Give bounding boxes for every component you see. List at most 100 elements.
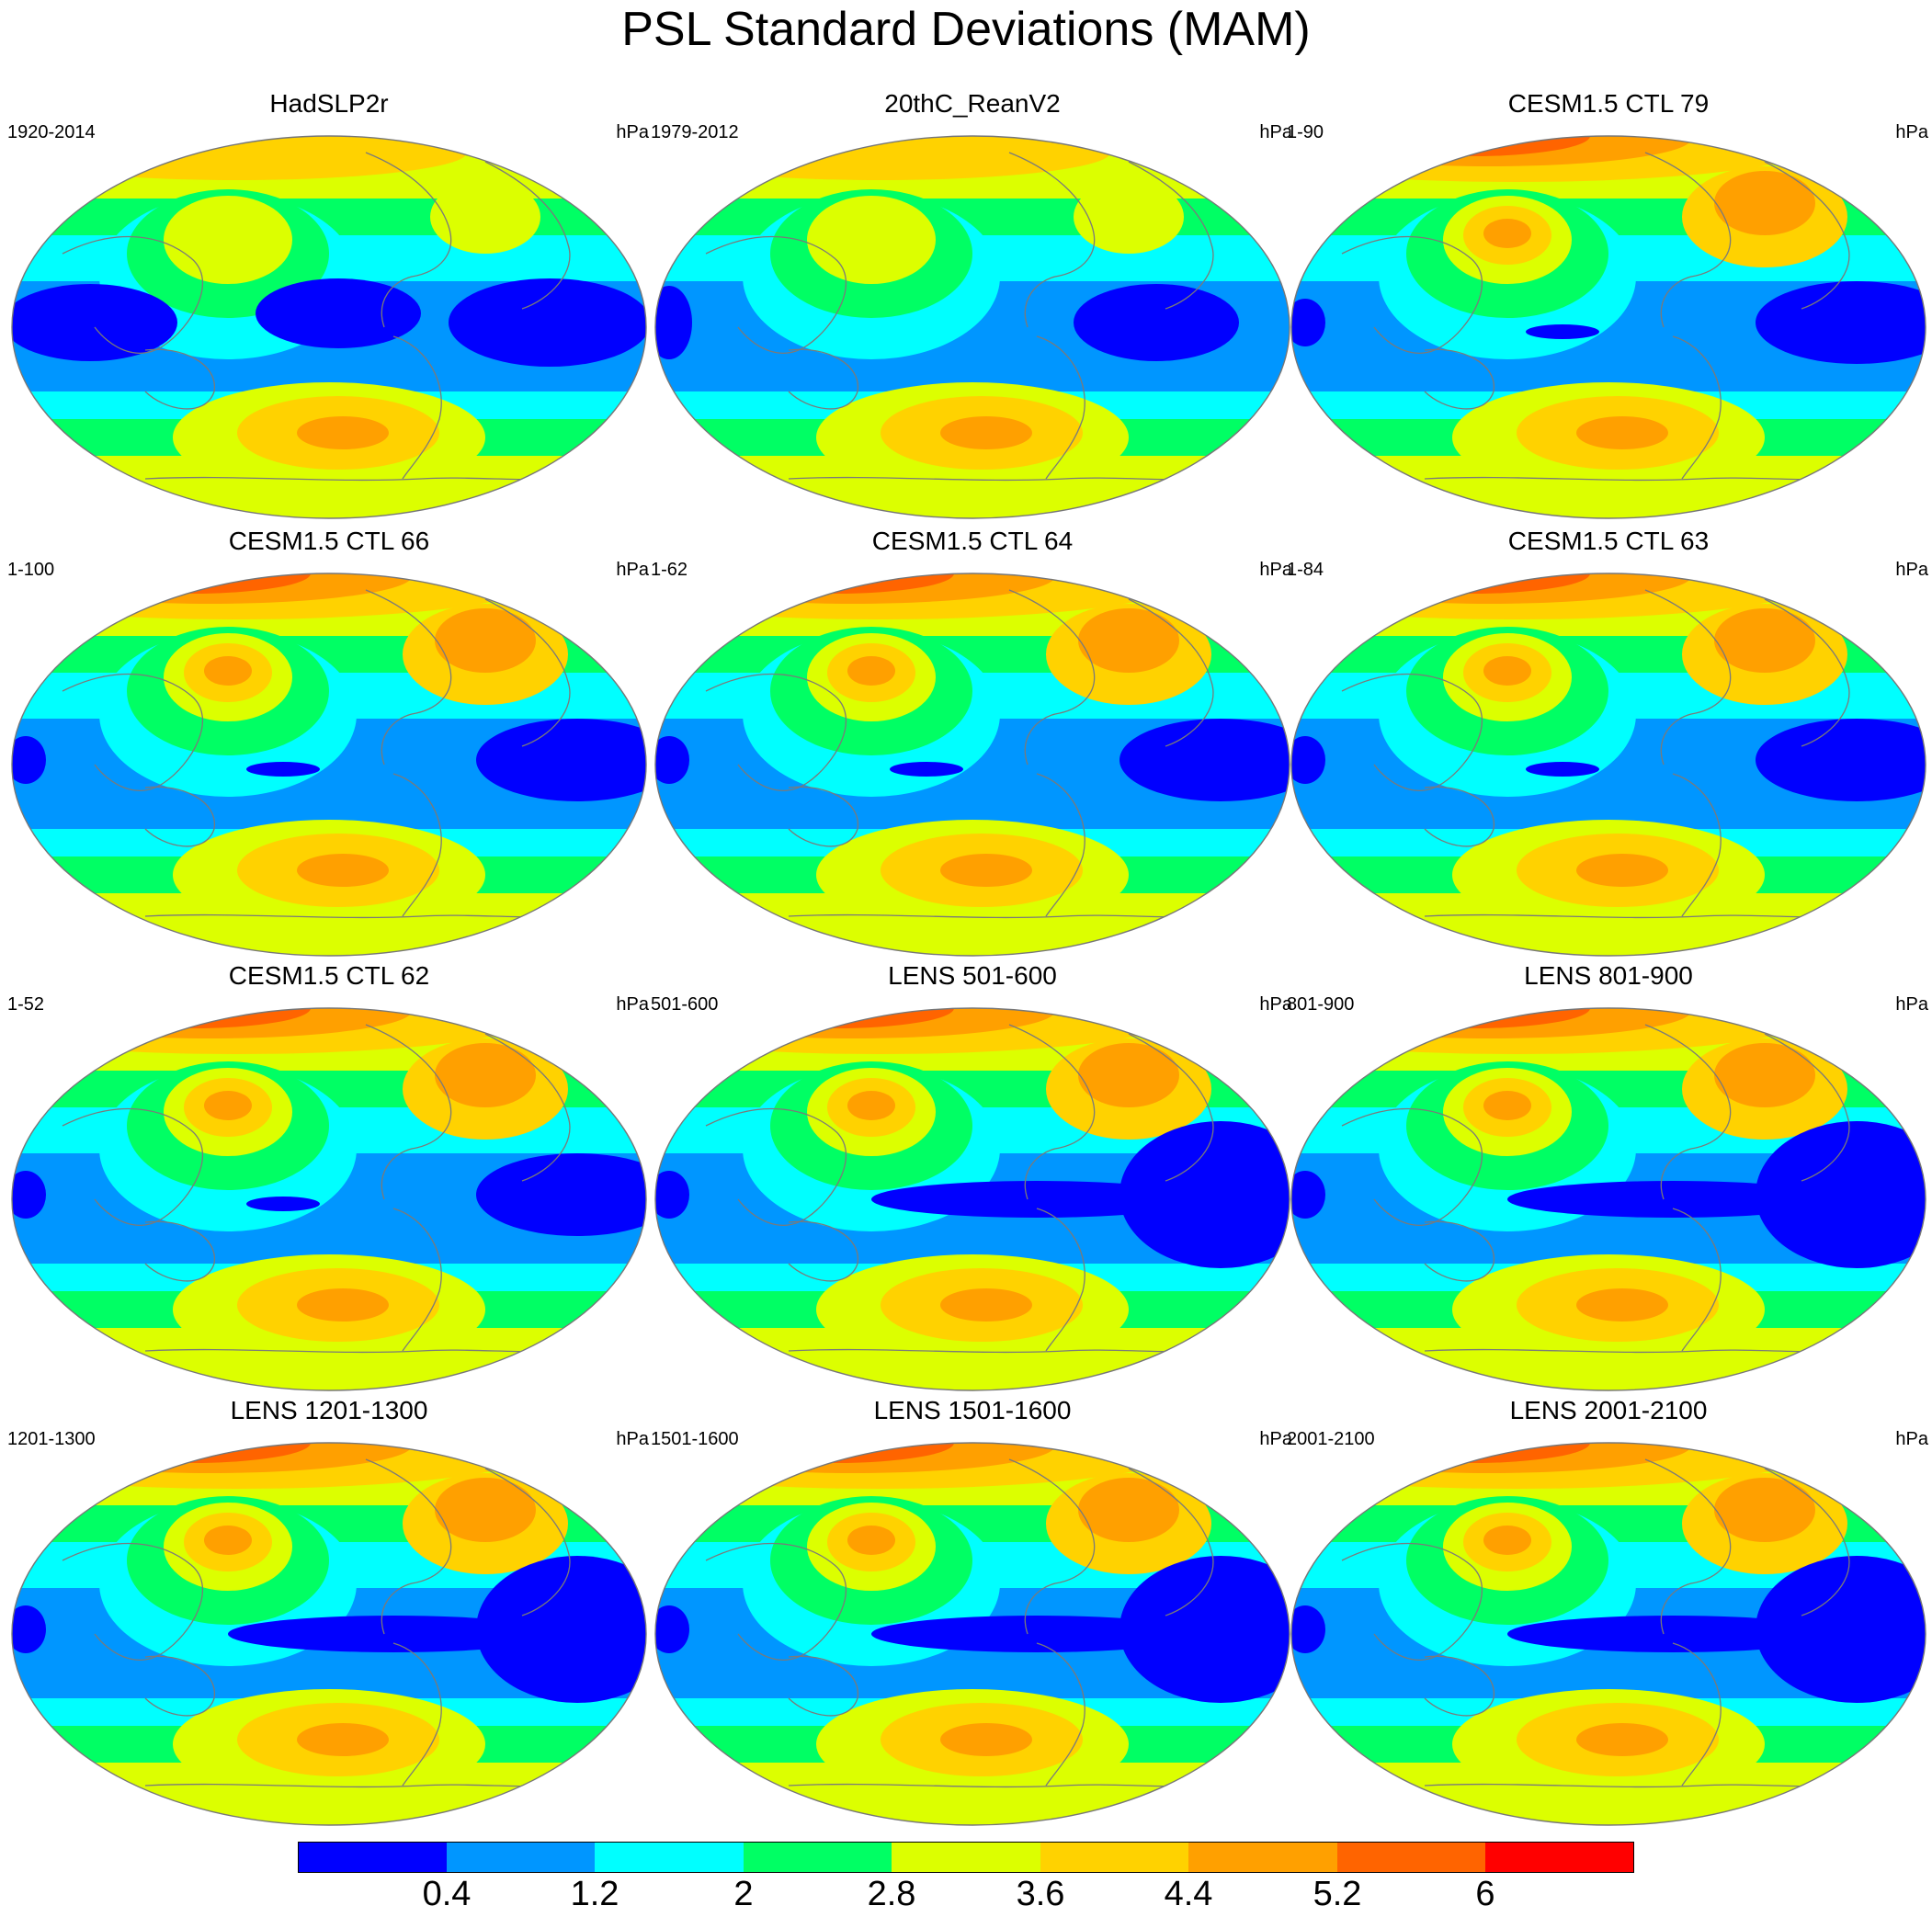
coastlines [1341, 1458, 1858, 1788]
psl-std-map [11, 573, 647, 957]
contour-band [118, 1443, 246, 1455]
contour-band [256, 278, 421, 348]
map-boundary [1290, 573, 1926, 957]
map-panel: CESM1.5 CTL 66 1-100 hPa [7, 526, 651, 958]
panel-title: LENS 1201-1300 [230, 1396, 428, 1424]
contour-band [1291, 1605, 1325, 1653]
contour-band [940, 416, 1032, 449]
contour-band [1576, 1723, 1668, 1756]
contour-band [430, 180, 540, 254]
colorbar [298, 1842, 1635, 1873]
field-layer [655, 1443, 1290, 1825]
coastline [705, 1107, 847, 1226]
panel-title: LENS 801-900 [1524, 961, 1693, 990]
contour-band [118, 1008, 246, 1020]
coastline [1764, 1468, 1850, 1616]
panel-period-label: 1501-1600 [651, 1429, 739, 1449]
panel-units-label: hPa [616, 122, 649, 142]
contour-band [12, 284, 177, 361]
coastline [1424, 1220, 1494, 1282]
coastline [1672, 1208, 1722, 1352]
map-boundary [654, 1442, 1290, 1826]
coastline [788, 476, 1222, 482]
coastline [788, 1783, 1222, 1788]
field-layer [1291, 1443, 1926, 1825]
map-boundary [1290, 135, 1926, 519]
coastline [1008, 1024, 1096, 1200]
map-boundary [654, 1007, 1290, 1391]
coastline [1341, 1107, 1483, 1226]
contour-band [1291, 736, 1325, 784]
contour-band [476, 1556, 646, 1703]
coastline [392, 1208, 442, 1352]
panel-period-label: 1-62 [651, 560, 688, 580]
contour-band [940, 854, 1032, 887]
contour-band [1714, 1043, 1815, 1107]
panel-title: CESM1.5 CTL 62 [228, 961, 430, 990]
map-panel: CESM1.5 CTL 63 1-84 hPa [1287, 526, 1930, 958]
panel-period-label: 1-52 [7, 994, 45, 1015]
coastlines [705, 1458, 1222, 1788]
contour-band [1714, 608, 1815, 673]
coastline [144, 476, 578, 482]
contour-band [655, 1171, 689, 1219]
coastline [705, 235, 847, 354]
contour-band [204, 1091, 252, 1120]
map-panel: LENS 1501-1600 1501-1600 hPa [651, 1395, 1294, 1827]
panel-period-label: 1-100 [7, 560, 55, 580]
coastline [788, 348, 858, 410]
contour-band [890, 762, 963, 777]
colorbar-tick-label: 3.6 [1016, 1875, 1065, 1913]
field-layer [12, 1443, 646, 1825]
contour-band [297, 854, 389, 887]
contour-band [297, 1723, 389, 1756]
coastlines [1341, 152, 1858, 482]
psl-std-map [1290, 1442, 1926, 1826]
panel-title: 20thC_ReanV2 [884, 89, 1061, 118]
contour-band [1714, 171, 1815, 235]
coastline [62, 673, 203, 791]
coastlines [62, 589, 578, 919]
contour-band [847, 656, 895, 686]
coastline [484, 1033, 571, 1182]
contour-band [1507, 1181, 1838, 1218]
contour-band [1119, 719, 1290, 801]
colorbar-swatch [298, 1842, 448, 1873]
coastline [1672, 1642, 1722, 1787]
colorbar-swatch [1485, 1842, 1635, 1873]
panel-title: CESM1.5 CTL 63 [1507, 527, 1710, 555]
contour-band [1074, 284, 1239, 361]
map-panel: LENS 801-900 801-900 hPa [1287, 960, 1930, 1392]
panel-units-label: hPa [616, 560, 649, 580]
contour-band [655, 136, 1110, 180]
contour-band [1351, 1443, 1590, 1463]
coastline [1672, 773, 1722, 917]
coastline [365, 1458, 452, 1635]
panel-units-label: hPa [1895, 122, 1928, 142]
map-panel: CESM1.5 CTL 79 1-90 hPa [1287, 88, 1930, 520]
contour-band [72, 1008, 311, 1028]
contour-band [164, 196, 292, 284]
contour-band [761, 573, 890, 585]
contour-band [12, 1605, 46, 1653]
panel-period-label: 1-90 [1287, 122, 1324, 142]
coastline [788, 1348, 1222, 1354]
map-boundary [654, 135, 1290, 519]
coastline [1424, 913, 1858, 919]
psl-std-map [11, 1007, 647, 1391]
field-layer [12, 136, 646, 518]
contour-band [12, 1171, 46, 1219]
coastline [1672, 335, 1722, 480]
contour-band [476, 1153, 646, 1236]
contour-band [1351, 136, 1590, 156]
contour-band [1756, 1556, 1926, 1703]
panel-period-label: 1920-2014 [7, 122, 96, 142]
panel-units-label: hPa [1895, 1429, 1928, 1449]
panel-units-label: hPa [1895, 560, 1928, 580]
coastline [392, 335, 442, 480]
panel-units-label: hPa [1895, 994, 1928, 1015]
coastline [1008, 589, 1096, 766]
contour-band [715, 573, 954, 594]
psl-std-map [1290, 573, 1926, 957]
coastlines [705, 152, 1222, 482]
